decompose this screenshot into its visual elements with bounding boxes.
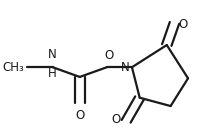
Text: O: O [111, 113, 120, 126]
Text: O: O [104, 49, 113, 62]
Text: H: H [48, 67, 57, 80]
Text: CH₃: CH₃ [2, 61, 24, 74]
Text: O: O [75, 109, 84, 122]
Text: O: O [178, 18, 188, 31]
Text: N: N [121, 61, 130, 74]
Text: N: N [48, 48, 57, 61]
